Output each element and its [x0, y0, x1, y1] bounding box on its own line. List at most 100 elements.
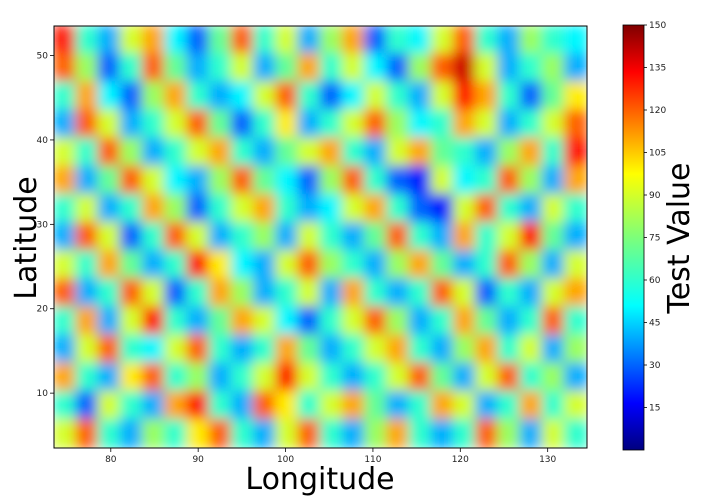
- heatmap-cell: [75, 137, 100, 168]
- x-axis-label: Longitude: [245, 462, 394, 497]
- heatmap-cell: [275, 221, 300, 253]
- heatmap-cell: [408, 418, 433, 448]
- heatmap-cell: [164, 109, 189, 140]
- heatmap-cell: [363, 193, 389, 224]
- heatmap-cell: [97, 165, 122, 196]
- heatmap-cell: [519, 306, 544, 337]
- heatmap-cell: [297, 137, 322, 168]
- heatmap-cell: [430, 334, 455, 365]
- heatmap-cell: [186, 418, 211, 448]
- heatmap-cell: [186, 193, 211, 224]
- heatmap-cell: [275, 250, 300, 281]
- heatmap-cell: [452, 193, 477, 224]
- heatmap-cell: [363, 390, 389, 421]
- y-tick-label: 10: [37, 389, 49, 399]
- heatmap-cell: [97, 418, 122, 448]
- x-tick-label: 110: [364, 455, 381, 465]
- heatmap-cell: [54, 278, 78, 309]
- heatmap-cell: [430, 250, 455, 281]
- heatmap-cell: [119, 250, 144, 281]
- heatmap-cell: [230, 137, 255, 168]
- heatmap-cell: [208, 418, 233, 448]
- heatmap-cell: [119, 362, 144, 393]
- heatmap-cell: [408, 221, 433, 253]
- heatmap-cell: [452, 221, 477, 253]
- heatmap-cell: [319, 306, 344, 337]
- heatmap-cell: [319, 362, 344, 393]
- heatmap-cell: [297, 334, 322, 365]
- heatmap-cell: [541, 81, 566, 112]
- heatmap-cell: [408, 193, 433, 224]
- heatmap-cell: [430, 362, 455, 393]
- heatmap-cell: [341, 221, 366, 253]
- heatmap-cell: [297, 109, 322, 140]
- heatmap-cell: [452, 390, 477, 421]
- heatmap-cell: [430, 81, 455, 112]
- heatmap-cell: [452, 362, 477, 393]
- heatmap-cell: [141, 221, 167, 253]
- heatmap-cell: [141, 390, 167, 421]
- heatmap-cell: [186, 26, 211, 56]
- heatmap-cell: [141, 334, 167, 365]
- heatmap-cell: [341, 250, 366, 281]
- heatmap-cell: [208, 306, 233, 337]
- heatmap-cell: [363, 334, 389, 365]
- heatmap-cell: [563, 137, 587, 168]
- heatmap-cell: [341, 278, 366, 309]
- heatmap-cell: [519, 221, 544, 253]
- heatmap-cell: [54, 362, 78, 393]
- heatmap-cell: [474, 362, 500, 393]
- heatmap-cell: [164, 165, 189, 196]
- heatmap-cell: [497, 390, 522, 421]
- heatmap-cell: [186, 81, 211, 112]
- heatmap-cell: [186, 109, 211, 140]
- heatmap-cell: [386, 306, 411, 337]
- heatmap-cell: [297, 165, 322, 196]
- heatmap-cell: [54, 26, 78, 56]
- colorbar-tick-label: 60: [649, 276, 661, 286]
- heatmap-cell: [186, 362, 211, 393]
- heatmap-cell: [75, 250, 100, 281]
- heatmap-cell: [297, 250, 322, 281]
- heatmap-cell: [275, 165, 300, 196]
- x-tick-label: 120: [452, 455, 469, 465]
- heatmap-cell: [297, 418, 322, 448]
- heatmap-cell: [408, 26, 433, 56]
- heatmap-cell: [341, 362, 366, 393]
- heatmap-cell: [252, 165, 278, 196]
- heatmap-cell: [297, 362, 322, 393]
- heatmap-cell: [341, 390, 366, 421]
- heatmap-cell: [497, 278, 522, 309]
- heatmap-cell: [75, 193, 100, 224]
- heatmap-cell: [230, 390, 255, 421]
- heatmap-cell: [141, 26, 167, 56]
- heatmap-cell: [430, 193, 455, 224]
- heatmap-cell: [319, 193, 344, 224]
- heatmap-cell: [230, 278, 255, 309]
- heatmap-cell: [297, 221, 322, 253]
- heatmap-field: [54, 26, 587, 448]
- heatmap-cell: [563, 390, 587, 421]
- heatmap-cell: [297, 278, 322, 309]
- heatmap-cell: [319, 26, 344, 56]
- heatmap-cell: [563, 250, 587, 281]
- heatmap-cell: [319, 137, 344, 168]
- heatmap-cell: [519, 278, 544, 309]
- heatmap-cell: [497, 53, 522, 84]
- heatmap-cell: [208, 26, 233, 56]
- heatmap-cell: [141, 193, 167, 224]
- colorbar-label: Test Value: [662, 163, 697, 315]
- heatmap-cell: [164, 250, 189, 281]
- heatmap-cell: [252, 390, 278, 421]
- heatmap-cell: [386, 193, 411, 224]
- heatmap-cell: [452, 137, 477, 168]
- colorbar-tick-label: 105: [649, 149, 666, 159]
- heatmap-cell: [252, 53, 278, 84]
- heatmap-cell: [297, 53, 322, 84]
- colorbar-tick-label: 135: [649, 64, 666, 74]
- heatmap-cell: [252, 418, 278, 448]
- heatmap-cell: [341, 334, 366, 365]
- heatmap-cell: [97, 362, 122, 393]
- heatmap-cell: [297, 390, 322, 421]
- heatmap-cell: [363, 221, 389, 253]
